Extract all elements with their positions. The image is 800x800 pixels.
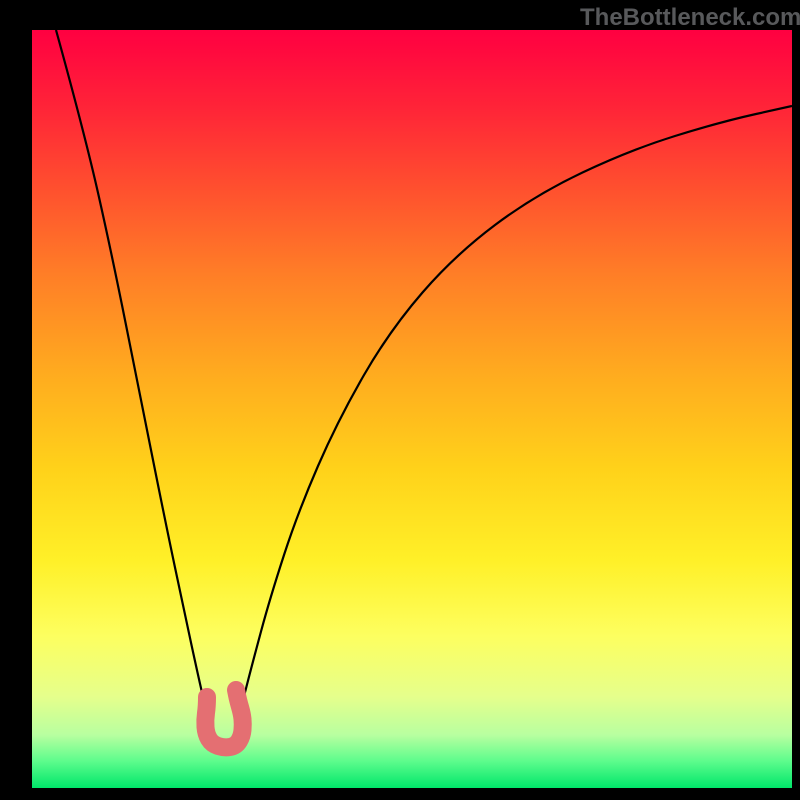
watermark-text: TheBottleneck.com xyxy=(580,4,800,32)
bottleneck-chart xyxy=(0,0,800,800)
gradient-background xyxy=(32,30,792,788)
